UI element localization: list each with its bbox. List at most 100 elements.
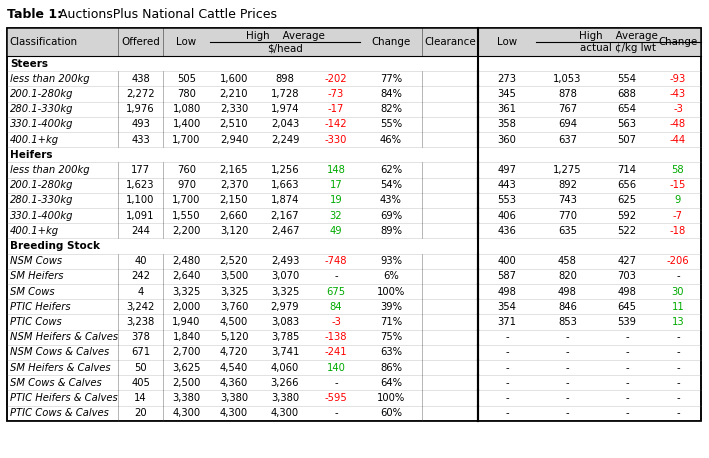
Text: 69%: 69% [380, 211, 402, 221]
Text: 140: 140 [327, 363, 345, 373]
Text: 242: 242 [131, 272, 150, 281]
Text: 3,238: 3,238 [126, 317, 155, 327]
Text: 2,000: 2,000 [172, 302, 201, 312]
Text: 2,660: 2,660 [220, 211, 248, 221]
Text: -: - [676, 348, 680, 357]
Text: Low: Low [177, 37, 196, 47]
Text: 43%: 43% [380, 196, 402, 205]
Text: 3,380: 3,380 [271, 393, 299, 403]
Text: 4,300: 4,300 [271, 408, 299, 418]
Text: 436: 436 [498, 226, 516, 236]
Text: 2,200: 2,200 [172, 226, 201, 236]
Text: 2,467: 2,467 [271, 226, 299, 236]
Text: 6%: 6% [383, 272, 399, 281]
Text: 493: 493 [131, 120, 150, 130]
Text: 714: 714 [618, 165, 637, 175]
Text: 55%: 55% [380, 120, 402, 130]
Text: 3,242: 3,242 [126, 302, 155, 312]
Text: 2,043: 2,043 [271, 120, 299, 130]
Text: 2,700: 2,700 [172, 348, 201, 357]
Text: 100%: 100% [377, 393, 405, 403]
Text: 358: 358 [498, 120, 516, 130]
Bar [7, 28, 701, 421]
Text: 2,249: 2,249 [271, 135, 299, 145]
Text: -17: -17 [328, 104, 344, 114]
Text: 82%: 82% [380, 104, 402, 114]
Text: 1,663: 1,663 [271, 180, 299, 190]
Text: 3,325: 3,325 [220, 287, 248, 297]
Text: Clearance: Clearance [424, 37, 476, 47]
Text: 1,974: 1,974 [271, 104, 299, 114]
Text: 1,940: 1,940 [172, 317, 201, 327]
Text: High    Average: High Average [579, 31, 658, 41]
Text: 30: 30 [671, 287, 684, 297]
Text: Offered: Offered [121, 37, 160, 47]
Text: -202: -202 [325, 74, 347, 84]
Text: 853: 853 [558, 317, 577, 327]
Text: 64%: 64% [380, 378, 402, 388]
Text: -: - [566, 408, 569, 418]
Text: 4,300: 4,300 [172, 408, 201, 418]
Text: 3,785: 3,785 [271, 332, 299, 342]
Text: -748: -748 [325, 256, 347, 266]
Text: -: - [625, 378, 629, 388]
Text: Steers: Steers [10, 59, 48, 69]
Text: 19: 19 [330, 196, 342, 205]
Text: 554: 554 [618, 74, 637, 84]
Text: 20: 20 [134, 408, 147, 418]
Bar [7, 28, 701, 421]
Text: 3,325: 3,325 [271, 287, 299, 297]
Text: 371: 371 [498, 317, 516, 327]
Text: AuctionsPlus National Cattle Prices: AuctionsPlus National Cattle Prices [59, 8, 277, 21]
Text: 635: 635 [558, 226, 577, 236]
Text: 4,300: 4,300 [220, 408, 248, 418]
Text: 3,380: 3,380 [172, 393, 201, 403]
Text: 1,550: 1,550 [172, 211, 201, 221]
Text: 4,720: 4,720 [220, 348, 248, 357]
Text: 497: 497 [498, 165, 516, 175]
Text: -15: -15 [670, 180, 686, 190]
Text: 330.1-400kg: 330.1-400kg [10, 211, 74, 221]
Text: -: - [625, 363, 629, 373]
Text: 2,150: 2,150 [220, 196, 248, 205]
Text: 3,380: 3,380 [220, 393, 248, 403]
Text: 892: 892 [558, 180, 577, 190]
Text: -: - [676, 272, 680, 281]
Text: 63%: 63% [380, 348, 402, 357]
Text: 17: 17 [330, 180, 342, 190]
Text: SM Heifers & Calves: SM Heifers & Calves [10, 363, 111, 373]
Text: 406: 406 [498, 211, 516, 221]
Text: 637: 637 [558, 135, 577, 145]
Text: -18: -18 [670, 226, 686, 236]
Text: 703: 703 [618, 272, 637, 281]
Text: -: - [676, 363, 680, 373]
Text: 1,874: 1,874 [271, 196, 299, 205]
Text: 400.1+kg: 400.1+kg [10, 135, 59, 145]
Text: 2,500: 2,500 [172, 378, 201, 388]
Text: 3,083: 3,083 [271, 317, 299, 327]
Text: NSM Heifers & Calves: NSM Heifers & Calves [10, 332, 118, 342]
Text: 438: 438 [131, 74, 150, 84]
Text: 400: 400 [498, 256, 516, 266]
Text: 498: 498 [558, 287, 577, 297]
Text: 770: 770 [558, 211, 577, 221]
Text: 2,210: 2,210 [220, 89, 248, 99]
Text: 280.1-330kg: 280.1-330kg [10, 104, 74, 114]
Text: 539: 539 [618, 317, 637, 327]
Text: -: - [676, 408, 680, 418]
Text: -206: -206 [666, 256, 689, 266]
Text: 654: 654 [618, 104, 637, 114]
Text: 625: 625 [618, 196, 637, 205]
Text: PTIC Cows & Calves: PTIC Cows & Calves [10, 408, 109, 418]
Text: 3,325: 3,325 [172, 287, 201, 297]
Text: 1,400: 1,400 [172, 120, 201, 130]
Text: 200.1-280kg: 200.1-280kg [10, 89, 74, 99]
Text: $/head: $/head [267, 43, 303, 53]
Text: 1,700: 1,700 [172, 196, 201, 205]
Text: 433: 433 [131, 135, 150, 145]
Text: 505: 505 [177, 74, 196, 84]
Text: 3,120: 3,120 [220, 226, 248, 236]
Text: 1,091: 1,091 [126, 211, 155, 221]
Text: 400.1+kg: 400.1+kg [10, 226, 59, 236]
Text: -595: -595 [325, 393, 347, 403]
